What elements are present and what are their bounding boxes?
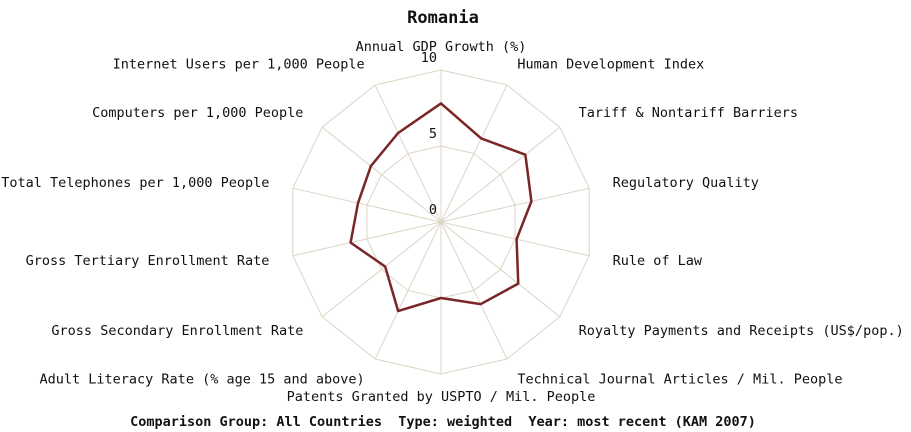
axis-label: Patents Granted by USPTO / Mil. People — [287, 389, 596, 405]
axis-label: Annual GDP Growth (%) — [356, 39, 527, 55]
chart-title: Romania — [407, 8, 479, 28]
axis-label: Gross Secondary Enrollment Rate — [51, 323, 303, 339]
axis-label: Computers per 1,000 People — [92, 105, 303, 121]
axis-label: Adult Literacy Rate (% age 15 and above) — [40, 372, 365, 388]
axis-label: Gross Tertiary Enrollment Rate — [26, 253, 270, 269]
axis-label: Royalty Payments and Receipts (US$/pop.) — [579, 323, 904, 339]
axis-label: Technical Journal Articles / Mil. People — [517, 372, 842, 388]
axis-label: Tariff & Nontariff Barriers — [579, 105, 798, 121]
r-tick-label: 5 — [429, 126, 437, 142]
r-tick-label: 10 — [421, 50, 437, 66]
grid-ring — [292, 69, 590, 375]
axis-label: Human Development Index — [517, 56, 704, 72]
series-line — [349, 102, 533, 313]
axis-label: Internet Users per 1,000 People — [113, 56, 365, 72]
r-tick-label: 0 — [429, 202, 437, 218]
axis-label: Rule of Law — [613, 253, 703, 269]
axis-label: Regulatory Quality — [613, 175, 759, 191]
footer: Comparison Group: All Countries Type: we… — [130, 414, 756, 430]
axis-label: Total Telephones per 1,000 People — [1, 175, 269, 191]
